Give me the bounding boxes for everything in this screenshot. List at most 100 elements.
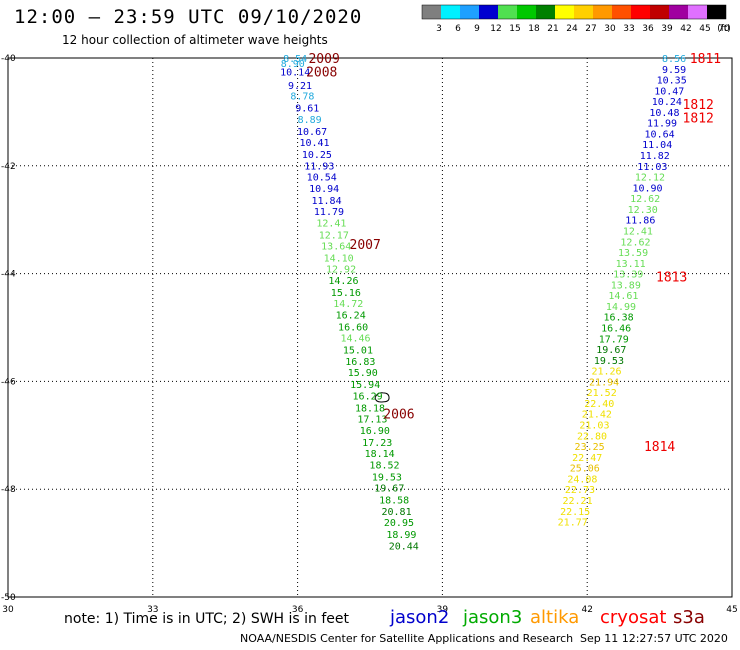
legend-swatch [669, 5, 688, 19]
swh-value: 16.46 [601, 324, 631, 335]
swh-value: 20.44 [389, 541, 419, 552]
legend-swatch [460, 5, 479, 19]
swh-value: 15.94 [350, 380, 380, 391]
legend-swatch [593, 5, 612, 19]
swh-value: 10.54 [307, 173, 337, 184]
lat-tick-label: -44 [1, 270, 16, 280]
satellite-label-jason2: jason2 [390, 607, 450, 628]
swh-value: 12.12 [635, 173, 665, 184]
legend-label: 21 [547, 24, 558, 34]
swh-value: 10.24 [652, 97, 682, 108]
timestamp: Sep 11 12:27:57 UTC 2020 [580, 632, 728, 645]
swh-value: 17.23 [362, 438, 392, 449]
swh-value: 22.21 [562, 496, 592, 507]
swh-value: 9.21 [288, 81, 312, 92]
satellite-label-altika: altika [530, 607, 580, 628]
track-id-label: 2007 [350, 238, 381, 253]
swh-value: 23.25 [575, 442, 605, 453]
swh-value: 17.79 [599, 334, 629, 345]
legend-label: 9 [474, 24, 480, 34]
legend-label: 33 [623, 24, 634, 34]
legend-swatch [422, 5, 441, 19]
lon-tick-label: 45 [726, 605, 737, 615]
swh-value: 10.47 [654, 86, 684, 97]
swh-value: 11.03 [637, 162, 667, 173]
swh-value: 11.99 [647, 119, 677, 130]
swh-value: 16.90 [360, 426, 390, 437]
legend-label: 3 [436, 24, 442, 34]
legend-swatch [536, 5, 555, 19]
swh-value: 22.15 [560, 507, 590, 518]
swh-value: 10.14 [280, 67, 310, 78]
swh-value: 14.61 [608, 291, 638, 302]
swh-value: 13.39 [613, 270, 643, 281]
swh-value: 18.52 [369, 460, 399, 471]
swh-value: 15.16 [331, 288, 361, 299]
legend-swatch [650, 5, 669, 19]
swh-value: 11.82 [640, 151, 670, 162]
swh-value: 15.01 [343, 346, 373, 357]
swh-value: 21.77 [558, 518, 588, 529]
legend-label: 42 [680, 24, 691, 34]
swh-value: 10.90 [632, 183, 662, 194]
swh-value: 11.93 [304, 161, 334, 172]
credit-text: NOAA/NESDIS Center for Satellite Applica… [240, 632, 574, 645]
track-id-label: 2008 [306, 65, 337, 80]
swh-value: 16.38 [604, 313, 634, 324]
swh-value: 21.42 [582, 410, 612, 421]
swh-value: 10.48 [649, 108, 679, 119]
swh-value: 13.64 [321, 242, 351, 253]
footnote: note: 1) Time is in UTC; 2) SWH is in fe… [64, 611, 350, 627]
track-id-label: 1812 [683, 98, 714, 113]
track-id-label: 2009 [308, 52, 339, 67]
legend-label: 45 [699, 24, 710, 34]
swh-value: 18.58 [379, 495, 409, 506]
swh-value: 22.40 [584, 399, 614, 410]
swh-value: 12.41 [623, 226, 653, 237]
lon-tick-label: 30 [2, 605, 14, 615]
swh-value: 22.47 [572, 453, 602, 464]
swh-value: 8.78 [290, 92, 314, 103]
legend-label: 6 [455, 24, 461, 34]
swh-value: 25.06 [570, 464, 600, 475]
satellite-label-jason3: jason3 [463, 607, 523, 628]
swh-value: 9.61 [295, 104, 319, 115]
legend-unit: (ft) [717, 24, 731, 34]
legend-swatch [498, 5, 517, 19]
swh-value: 16.83 [345, 357, 375, 368]
lon-tick-label: 36 [292, 605, 304, 615]
track-id-label: 1811 [690, 52, 721, 67]
swh-value: 10.67 [297, 127, 327, 138]
page-subtitle: 12 hour collection of altimeter wave hei… [62, 33, 328, 47]
satellite-label-cryosat: cryosat [600, 607, 667, 628]
legend-swatch [574, 5, 593, 19]
lon-tick-label: 33 [147, 605, 158, 615]
swh-value: 9.59 [662, 65, 686, 76]
swh-value: 22.73 [565, 485, 595, 496]
swh-value: 16.24 [336, 311, 366, 322]
swh-value: 15.90 [348, 368, 378, 379]
swh-value: 14.99 [606, 302, 636, 313]
swh-value: 10.94 [309, 184, 339, 195]
lat-tick-label: -50 [1, 593, 16, 603]
swh-value: 12.17 [319, 230, 349, 241]
legend-label: 15 [509, 24, 520, 34]
swh-value: 21.94 [589, 377, 619, 388]
track-id-label: 1813 [656, 270, 687, 285]
legend-swatch [555, 5, 574, 19]
legend-label: 36 [642, 24, 654, 34]
swh-value: 19.67 [374, 484, 404, 495]
island-outline [374, 392, 390, 403]
swh-value: 17.13 [357, 415, 387, 426]
swh-value: 16.60 [338, 322, 368, 333]
swh-value: 22.80 [577, 431, 607, 442]
swh-value: 8.90 [281, 59, 305, 70]
legend-swatch [517, 5, 536, 19]
swh-value: 10.25 [302, 150, 332, 161]
swh-value: 14.10 [324, 253, 354, 264]
lat-tick-label: -48 [1, 485, 16, 495]
swh-value: 14.26 [328, 276, 358, 287]
page-title: 12:00 – 23:59 UTC 09/10/2020 [14, 6, 363, 28]
swh-value: 13.11 [616, 259, 646, 270]
